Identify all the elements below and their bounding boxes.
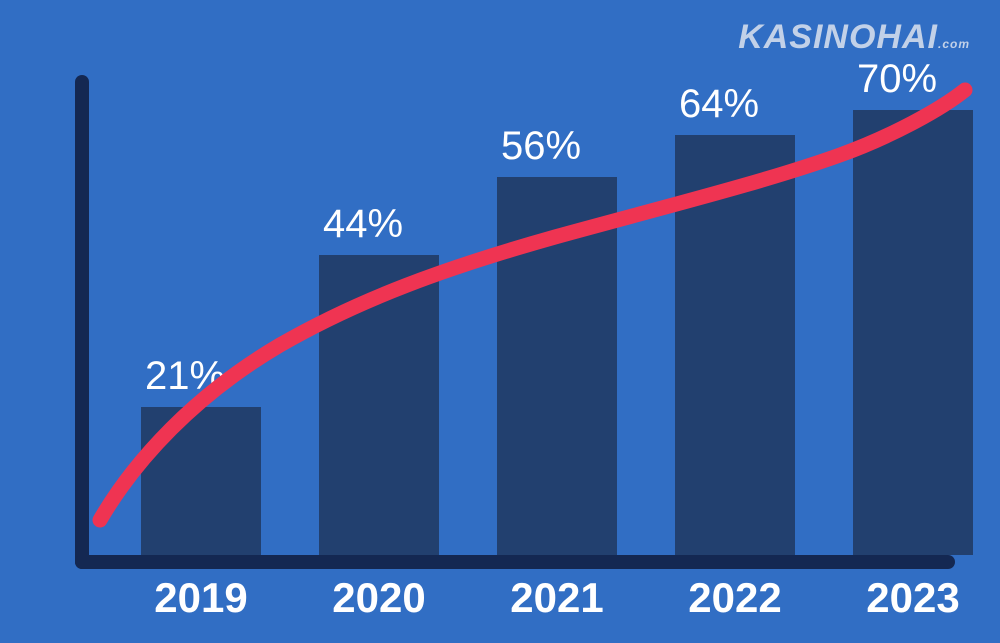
category-label-2023: 2023 xyxy=(866,574,959,621)
y-axis xyxy=(75,75,89,569)
bar-2023 xyxy=(853,110,973,555)
value-label-2020: 44% xyxy=(323,202,403,246)
brand-logo-main: KASINOHAI xyxy=(738,20,938,54)
value-label-2021: 56% xyxy=(501,124,581,168)
category-label-2020: 2020 xyxy=(332,574,425,621)
category-label-2022: 2022 xyxy=(688,574,781,621)
growth-bar-chart: 21%201944%202056%202164%202270%2023 xyxy=(0,0,1000,643)
x-axis xyxy=(75,555,955,569)
value-label-2023: 70% xyxy=(857,57,937,101)
chart-canvas: 21%201944%202056%202164%202270%2023 KASI… xyxy=(0,0,1000,643)
category-label-2021: 2021 xyxy=(510,574,603,621)
brand-logo: KASINOHAI .com xyxy=(738,20,970,54)
category-label-2019: 2019 xyxy=(154,574,247,621)
brand-logo-sub: .com xyxy=(938,38,970,50)
value-label-2022: 64% xyxy=(679,82,759,126)
bar-2019 xyxy=(141,407,261,555)
